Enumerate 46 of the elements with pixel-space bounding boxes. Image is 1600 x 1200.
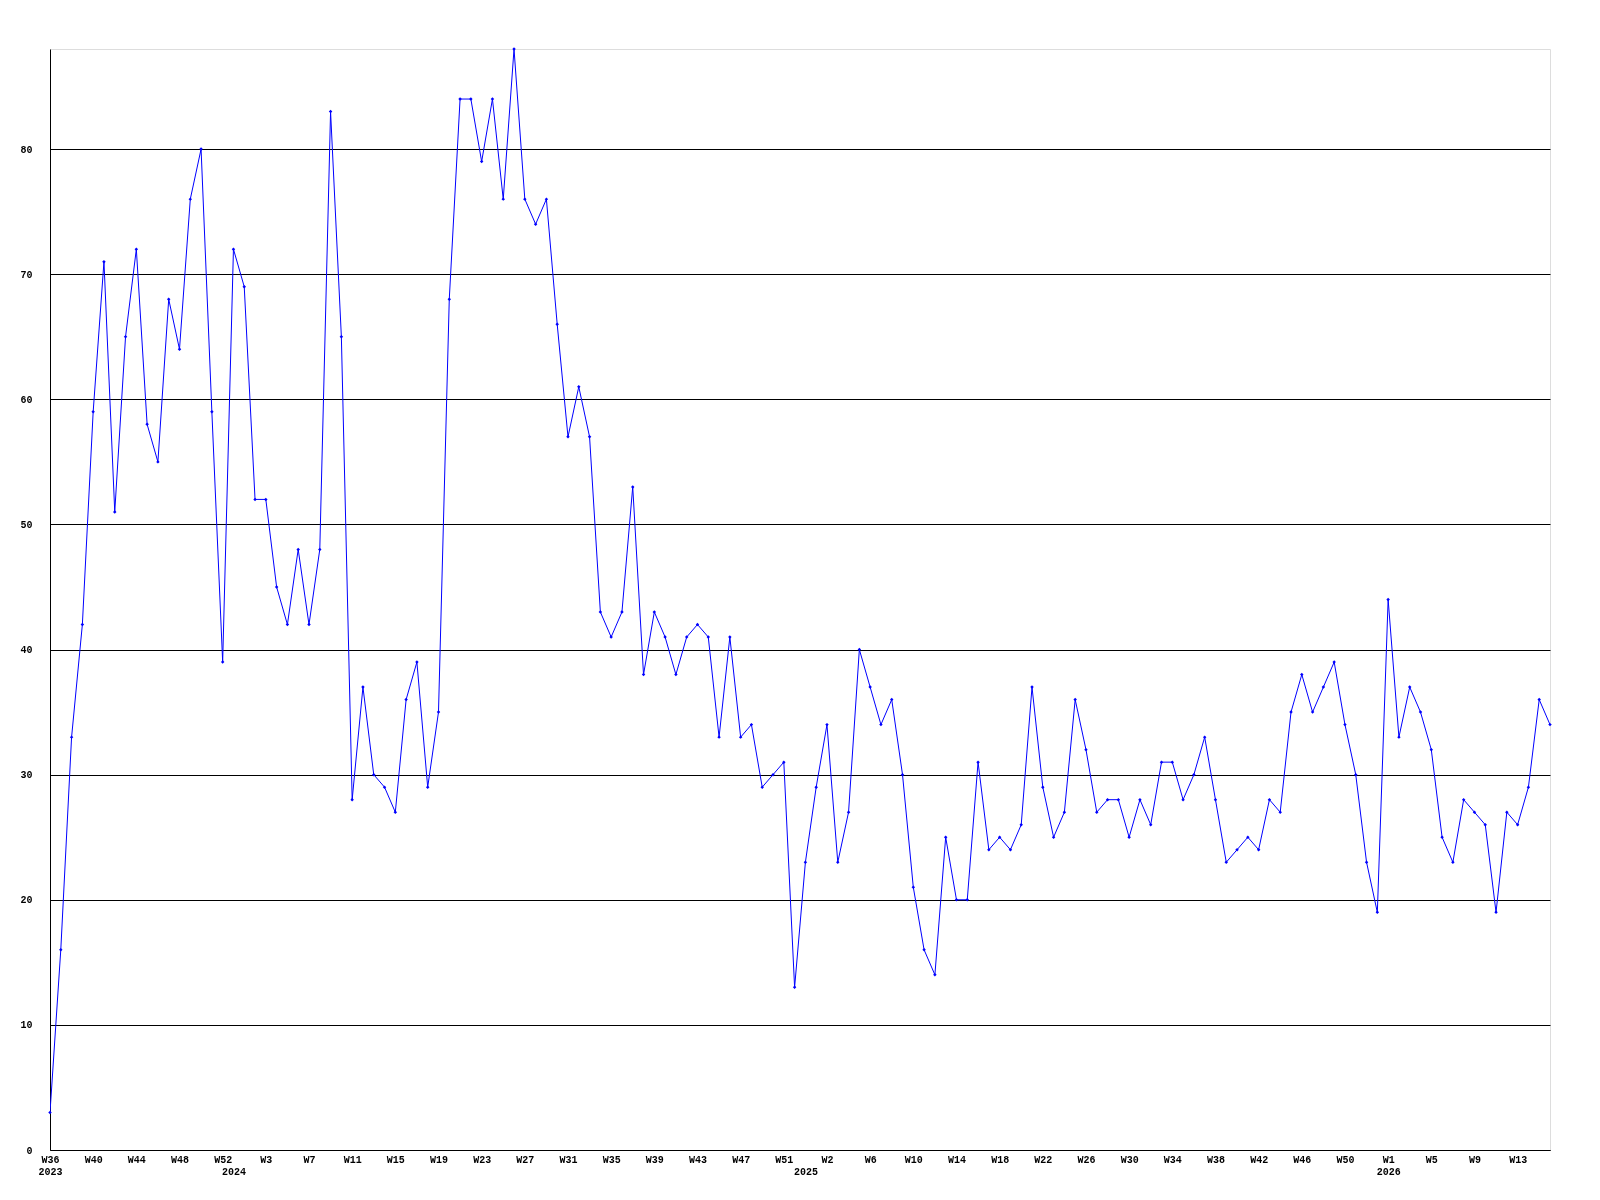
x-tick-label: W15 — [386, 1154, 405, 1166]
x-tick-label: W51 — [775, 1154, 794, 1166]
x-tick-label: W44 — [127, 1154, 146, 1166]
x-tick-label: W11 — [343, 1154, 362, 1166]
x-tick-label: W18 — [991, 1154, 1010, 1166]
y-tick-label: 30 — [20, 770, 33, 782]
x-tick-label: W14 — [947, 1154, 966, 1166]
x-tick-label: W27 — [516, 1154, 535, 1166]
x-tick-label: W26 — [1077, 1154, 1096, 1166]
x-tick-label: W31 — [559, 1154, 578, 1166]
x-tick-label: W22 — [1034, 1154, 1053, 1166]
x-tick-label: W13 — [1509, 1154, 1528, 1166]
x-tick-label: W36 2023 — [38, 1154, 63, 1178]
x-tick-label: W35 — [602, 1154, 621, 1166]
x-tick-label: W40 — [84, 1154, 103, 1166]
x-tick-label: W5 — [1425, 1154, 1438, 1166]
x-tick-label: W30 — [1120, 1154, 1139, 1166]
x-tick-label: W23 — [473, 1154, 492, 1166]
x-tick-label: W19 — [429, 1154, 448, 1166]
x-tick-label: W42 — [1250, 1154, 1269, 1166]
x-tick-label: W47 — [732, 1154, 751, 1166]
x-tick-label: W39 — [645, 1154, 664, 1166]
y-tick-label: 10 — [20, 1020, 33, 1032]
x-tick-label: W9 — [1468, 1154, 1481, 1166]
x-tick-label: W50 — [1336, 1154, 1355, 1166]
y-tick-label: 20 — [20, 895, 33, 907]
x-tick-label: W38 — [1206, 1154, 1225, 1166]
y-tick-label: 40 — [20, 645, 33, 657]
x-tick-label: W2 — [821, 1154, 834, 1166]
x-tick-label: W1 2026 — [1376, 1154, 1401, 1178]
x-tick-label: 2025 — [793, 1166, 818, 1178]
y-tick-label: 0 — [26, 1145, 33, 1157]
y-tick-label: 60 — [20, 394, 33, 406]
x-tick-label: 2024 — [221, 1166, 246, 1178]
x-tick-label: W48 — [170, 1154, 189, 1166]
y-tick-label: 50 — [20, 519, 33, 531]
x-tick-label: W43 — [688, 1154, 707, 1166]
x-tick-label: W52 — [214, 1154, 233, 1166]
x-tick-label: W46 — [1293, 1154, 1312, 1166]
x-tick-label: W34 — [1163, 1154, 1182, 1166]
x-tick-label: W3 — [260, 1154, 273, 1166]
x-tick-label: W10 — [904, 1154, 923, 1166]
y-tick-label: 70 — [20, 269, 33, 281]
y-tick-label: 80 — [20, 144, 33, 156]
x-tick-label: W7 — [303, 1154, 316, 1166]
x-tick-label: W6 — [864, 1154, 877, 1166]
